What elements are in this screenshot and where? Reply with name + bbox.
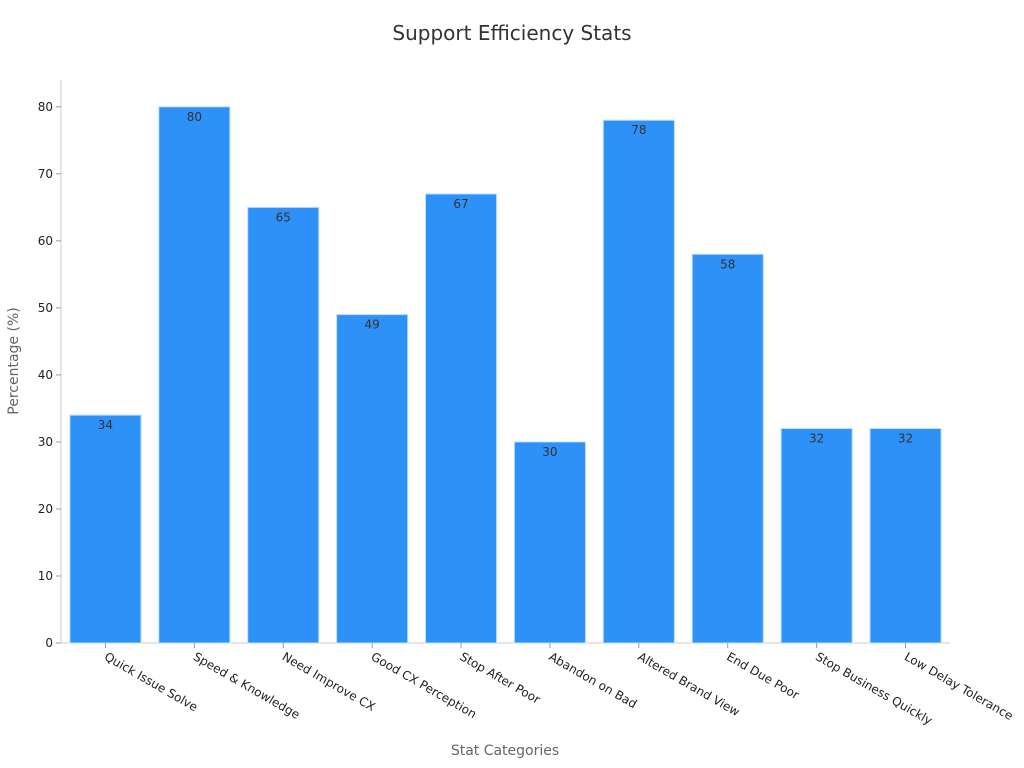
bars-group: 34 80 65 49 67 30 78 58 32 32 bbox=[69, 106, 942, 644]
bar bbox=[869, 428, 942, 644]
bar-data-label: 32 bbox=[809, 432, 824, 446]
y-tick-label: 40 bbox=[38, 368, 53, 382]
x-axis-title: Stat Categories bbox=[451, 743, 559, 759]
bar bbox=[69, 414, 142, 644]
y-tick-label: 60 bbox=[38, 234, 53, 248]
bar bbox=[513, 441, 587, 644]
bar-data-label: 34 bbox=[98, 418, 113, 432]
bar-data-label: 32 bbox=[898, 432, 913, 446]
bar-data-label: 78 bbox=[631, 123, 646, 137]
bar bbox=[424, 193, 498, 644]
bar bbox=[247, 206, 320, 644]
bar-data-label: 80 bbox=[187, 110, 202, 124]
bar bbox=[336, 314, 409, 644]
y-tick-label: 50 bbox=[38, 301, 53, 315]
bar-data-label: 30 bbox=[542, 445, 557, 459]
bar-data-label: 65 bbox=[276, 210, 291, 224]
bar-data-label: 49 bbox=[365, 318, 380, 332]
x-tick-label: End Due Poor bbox=[724, 649, 801, 702]
x-tick-label: Stop After Poor bbox=[458, 649, 543, 706]
y-tick-label: 0 bbox=[45, 636, 53, 650]
y-tick-label: 30 bbox=[38, 435, 53, 449]
y-tick-label: 70 bbox=[38, 167, 53, 181]
bar-data-label: 67 bbox=[453, 197, 468, 211]
bar bbox=[602, 119, 675, 644]
y-axis-ticks: 0 10 20 30 40 50 60 70 80 bbox=[38, 100, 61, 650]
bar bbox=[158, 106, 231, 644]
x-tick-label: Quick Issue Solve bbox=[102, 649, 200, 714]
bar bbox=[691, 253, 764, 644]
y-tick-label: 80 bbox=[38, 100, 53, 114]
chart-title: Support Efficiency Stats bbox=[392, 21, 631, 45]
bar-data-label: 58 bbox=[720, 257, 735, 271]
bar bbox=[780, 428, 853, 644]
y-tick-label: 10 bbox=[38, 569, 53, 583]
x-tick-label: Abandon on Bad bbox=[546, 649, 639, 711]
y-axis-title: Percentage (%) bbox=[6, 307, 22, 414]
y-tick-label: 20 bbox=[38, 502, 53, 516]
